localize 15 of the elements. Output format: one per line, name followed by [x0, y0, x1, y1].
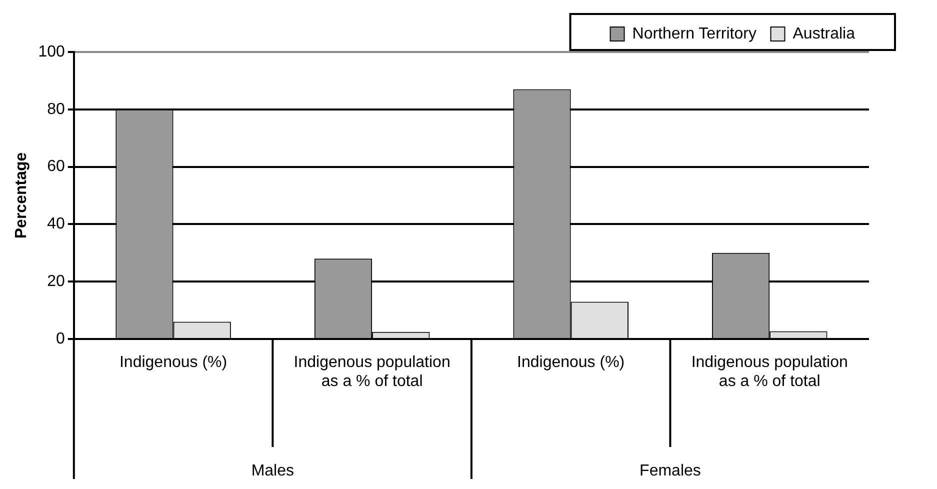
x-tick-label: Indigenous (%): [517, 354, 625, 372]
x-tick-label: Indigenous (%): [119, 354, 228, 372]
text: Females: [640, 462, 701, 480]
y-tick-label: 60: [47, 158, 65, 176]
y-tick-label: 100: [38, 43, 65, 60]
text: Males: [251, 462, 294, 480]
y-tick-label: 0: [56, 330, 65, 348]
legend-label: Northern Territory: [632, 25, 756, 42]
x-tick-label: Indigenous population as a % of total: [294, 354, 450, 390]
y-tick-label: 40: [47, 216, 65, 233]
legend-label: Australia: [792, 25, 856, 42]
y-axis-title: Percentage: [13, 152, 30, 239]
x-tick-label: Indigenous population as a % of total: [691, 354, 848, 390]
y-tick-label: 80: [47, 100, 65, 118]
y-tick-label: 20: [47, 273, 65, 290]
